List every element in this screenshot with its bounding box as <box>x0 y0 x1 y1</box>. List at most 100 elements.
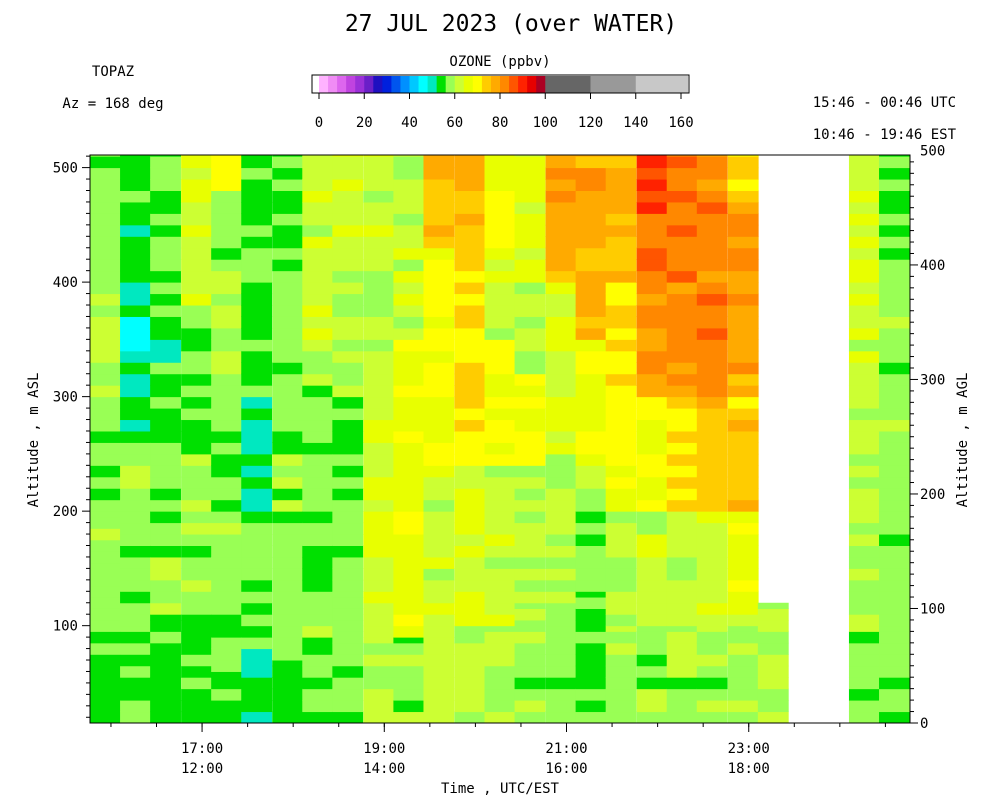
ozone-cell <box>454 408 486 421</box>
ozone-cell <box>666 259 698 272</box>
ozone-cell <box>484 545 516 558</box>
ozone-cell <box>90 654 121 667</box>
ozone-cell <box>393 396 425 409</box>
ozone-cell <box>332 396 364 409</box>
ozone-cell <box>181 556 212 569</box>
ozone-cell <box>605 339 637 352</box>
ozone-cell <box>241 591 273 604</box>
ozone-cell <box>484 179 516 191</box>
ozone-cell <box>90 201 121 214</box>
ozone-cell <box>545 700 577 713</box>
ozone-cell <box>120 373 151 386</box>
ozone-cell <box>636 602 668 615</box>
ozone-cell <box>605 688 637 701</box>
ozone-cell <box>514 247 546 260</box>
ozone-cell <box>302 556 334 569</box>
ozone-cell <box>636 293 668 306</box>
ozone-cell <box>423 700 455 713</box>
ozone-cell <box>848 396 880 409</box>
ozone-cell <box>241 362 273 375</box>
ozone-cell <box>879 305 910 317</box>
colorbar-swatch-25 <box>545 76 591 93</box>
colorbar-swatch-27 <box>635 76 682 93</box>
ozone-cell <box>545 224 577 237</box>
ozone-cell <box>363 453 395 466</box>
ozone-cell <box>241 453 273 466</box>
ozone-cell <box>696 430 728 443</box>
ozone-cell <box>90 167 121 180</box>
ozone-cell <box>757 654 789 667</box>
ozone-cell <box>272 339 304 352</box>
ozone-cell <box>575 293 607 306</box>
ozone-cell <box>90 327 121 340</box>
ozone-cell <box>150 224 181 237</box>
x-tick-label-utc: 19:00 <box>363 741 405 757</box>
ozone-cell <box>454 579 486 592</box>
ozone-cell <box>272 259 304 272</box>
ozone-cell <box>120 224 151 237</box>
ozone-cell <box>150 556 181 569</box>
ozone-cell <box>605 316 637 329</box>
ozone-cell <box>545 190 577 203</box>
ozone-cell <box>211 671 243 678</box>
ozone-cell <box>120 156 151 169</box>
colorbar-tick-label: 0 <box>315 115 323 131</box>
ozone-cell <box>636 430 668 443</box>
ozone-cell <box>423 156 455 169</box>
ozone-cell <box>181 545 212 558</box>
ozone-cell <box>332 259 364 272</box>
ozone-cell <box>636 247 668 260</box>
ozone-cell <box>332 442 364 455</box>
ozone-cell <box>666 579 698 592</box>
ozone-cell <box>393 305 425 317</box>
ozone-cell <box>879 179 910 191</box>
ozone-cell <box>211 305 243 317</box>
ozone-cell <box>393 442 425 455</box>
ozone-cell <box>272 155 304 157</box>
ozone-cell <box>636 642 668 655</box>
plot-border <box>89 154 911 724</box>
ozone-cell <box>575 642 607 655</box>
ozone-cell <box>514 224 546 237</box>
ozone-cell <box>90 293 121 306</box>
ozone-cell <box>302 665 334 678</box>
ozone-cell <box>545 316 577 329</box>
ozone-cell <box>241 568 273 581</box>
colorbar-swatch-5 <box>364 76 374 93</box>
ozone-cell <box>90 385 121 398</box>
ozone-cell <box>181 579 212 592</box>
ozone-cell <box>636 305 668 317</box>
colorbar-swatch-19 <box>490 76 501 93</box>
ozone-cell <box>666 511 698 524</box>
colorbar-swatch-26 <box>590 76 637 93</box>
ozone-cell <box>120 442 151 455</box>
ozone-cell <box>272 625 304 638</box>
ozone-cell <box>423 270 455 283</box>
ozone-cell <box>514 190 546 203</box>
ozone-cell <box>332 619 364 632</box>
ozone-cell <box>272 201 304 214</box>
ozone-cell <box>454 522 486 535</box>
ozone-cell <box>181 408 212 421</box>
ozone-cell <box>90 155 121 157</box>
ozone-cell <box>150 711 181 724</box>
ozone-cell <box>636 339 668 352</box>
ozone-cell <box>727 522 759 535</box>
ozone-cell <box>241 700 273 713</box>
ozone-cell <box>181 316 212 329</box>
ozone-cell <box>575 711 607 724</box>
ozone-cell <box>605 385 637 398</box>
ozone-cell <box>848 373 880 386</box>
ozone-cell <box>393 688 425 701</box>
ozone-cell <box>848 224 880 237</box>
ozone-cell <box>727 476 759 489</box>
ozone-cell <box>514 385 546 398</box>
chart-title: 27 JUL 2023 (over WATER) <box>345 11 677 37</box>
ozone-cell <box>575 282 607 295</box>
ozone-cell <box>514 259 546 272</box>
ozone-cell <box>696 602 728 615</box>
ozone-cell <box>393 642 425 655</box>
ozone-cell <box>848 247 880 260</box>
ozone-cell <box>514 511 546 524</box>
